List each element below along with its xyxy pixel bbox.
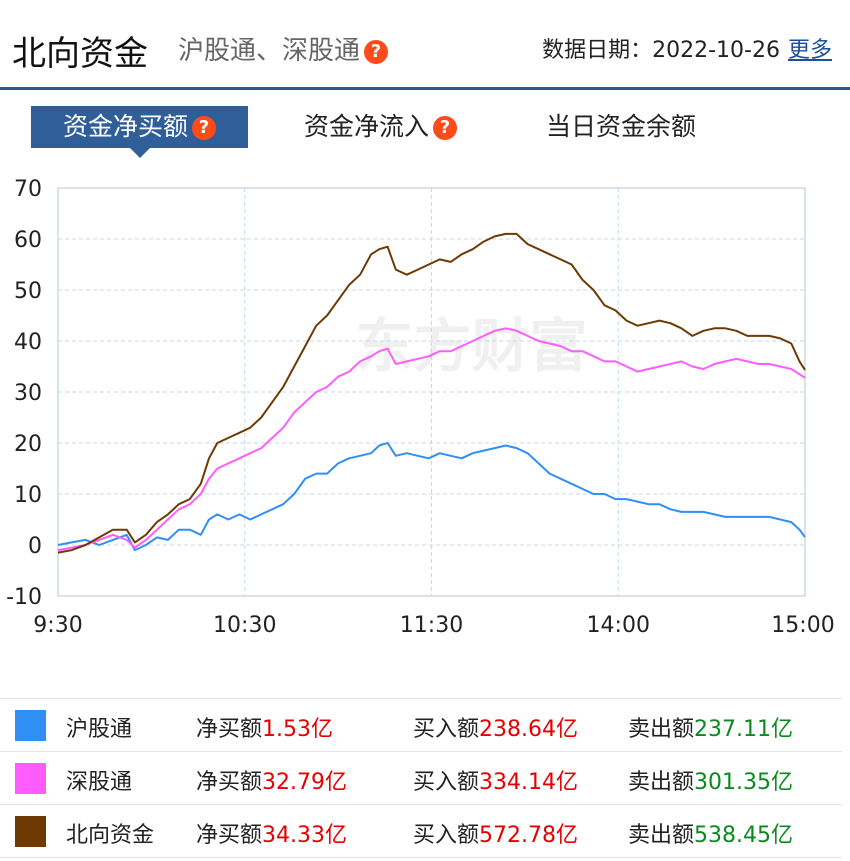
watermark-text: 东方财富 <box>355 312 587 380</box>
tab-net-inflow[interactable]: 资金净流入? <box>304 106 458 148</box>
y-tick-label: 70 <box>14 177 42 202</box>
legend-name: 深股通 <box>66 770 133 795</box>
series-line-1 <box>57 327 806 552</box>
header-divider <box>0 87 850 90</box>
series-line-2 <box>57 232 806 554</box>
buy-label: 买入额 <box>413 823 480 848</box>
legend-sell: 卖出额538.45亿 <box>628 817 793 849</box>
y-tick-label: 30 <box>14 381 42 406</box>
header: 北向资金 沪股通、深股通? 数据日期：2022-10-26 更多 <box>0 0 850 90</box>
more-link[interactable]: 更多 <box>787 38 832 63</box>
legend-swatch-north <box>15 816 46 847</box>
legend-net-buy: 净买额32.79亿 <box>196 764 347 796</box>
y-tick-label: 40 <box>14 330 42 355</box>
sell-value: 538.45亿 <box>694 823 793 848</box>
y-tick-label: -10 <box>6 585 42 610</box>
tab-net-inflow-help-icon[interactable]: ? <box>433 116 458 140</box>
tab-net-buy-help-icon[interactable]: ? <box>192 116 217 140</box>
sell-label: 卖出额 <box>628 717 695 742</box>
sell-label: 卖出额 <box>628 770 695 795</box>
legend-net-buy: 净买额1.53亿 <box>196 711 333 743</box>
net-buy-line-chart: 东方财富 -10 0 10 20 30 40 50 60 70 9:30 10:30 11:30 14:0… <box>6 177 835 638</box>
legend-swatch-sz <box>15 763 46 794</box>
subtitle-text: 沪股通、深股通 <box>178 36 361 66</box>
y-tick-label: 10 <box>14 483 42 508</box>
net-buy-value: 34.33亿 <box>262 823 347 848</box>
page-title: 北向资金 <box>12 34 148 74</box>
x-tick-label: 15:00 <box>771 613 834 638</box>
net-buy-value: 32.79亿 <box>262 770 347 795</box>
tab-daily-balance-label: 当日资金余额 <box>546 112 697 141</box>
legend-row-sh: 沪股通 净买额1.53亿 买入额238.64亿 卖出额237.11亿 <box>0 699 842 752</box>
active-tab-caret <box>129 148 150 158</box>
buy-value: 334.14亿 <box>479 770 578 795</box>
y-tick-label: 60 <box>14 228 42 253</box>
y-tick-label: 50 <box>14 279 42 304</box>
y-tick-label: 20 <box>14 432 42 457</box>
net-buy-label: 净买额 <box>196 717 263 742</box>
net-buy-label: 净买额 <box>196 823 263 848</box>
buy-value: 572.78亿 <box>479 823 578 848</box>
date-value: 2022-10-26 <box>652 38 780 63</box>
buy-label: 买入额 <box>413 770 480 795</box>
buy-value: 238.64亿 <box>479 717 578 742</box>
tab-net-inflow-label: 资金净流入 <box>304 112 430 141</box>
legend-buy: 买入额572.78亿 <box>413 817 578 849</box>
net-buy-label: 净买额 <box>196 770 263 795</box>
net-buy-value: 1.53亿 <box>262 717 334 742</box>
sell-label: 卖出额 <box>628 823 695 848</box>
help-icon[interactable]: ? <box>364 40 389 64</box>
legend-sell: 卖出额301.35亿 <box>628 764 793 796</box>
legend-buy: 买入额238.64亿 <box>413 711 578 743</box>
y-tick-label: 0 <box>28 534 42 559</box>
x-tick-label: 9:30 <box>33 613 82 638</box>
page-subtitle: 沪股通、深股通? <box>178 30 389 67</box>
x-tick-label: 11:30 <box>400 613 463 638</box>
legend-sell: 卖出额237.11亿 <box>628 711 793 743</box>
buy-label: 买入额 <box>413 717 480 742</box>
tab-net-buy-label: 资金净买额 <box>63 112 189 141</box>
tab-bar: 资金净买额? 资金净流入? 当日资金余额 <box>0 100 850 160</box>
tab-net-buy[interactable]: 资金净买额? <box>31 106 249 158</box>
legend-table: 沪股通 净买额1.53亿 买入额238.64亿 卖出额237.11亿 深股通 净… <box>0 698 842 858</box>
x-tick-label: 10:30 <box>213 613 276 638</box>
date-label: 数据日期： <box>542 38 653 63</box>
legend-row-sz: 深股通 净买额32.79亿 买入额334.14亿 卖出额301.35亿 <box>0 752 842 805</box>
legend-buy: 买入额334.14亿 <box>413 764 578 796</box>
legend-name: 北向资金 <box>66 823 155 848</box>
data-date: 数据日期：2022-10-26 更多 <box>542 32 832 64</box>
legend-net-buy: 净买额34.33亿 <box>196 817 347 849</box>
x-tick-label: 14:00 <box>587 613 650 638</box>
legend-swatch-sh <box>15 710 46 741</box>
sell-value: 301.35亿 <box>694 770 793 795</box>
series-line-0 <box>57 442 806 552</box>
sell-value: 237.11亿 <box>694 717 793 742</box>
legend-row-north: 北向资金 净买额34.33亿 买入额572.78亿 卖出额538.45亿 <box>0 805 842 858</box>
tab-daily-balance[interactable]: 当日资金余额 <box>546 106 696 148</box>
legend-name: 沪股通 <box>66 717 133 742</box>
